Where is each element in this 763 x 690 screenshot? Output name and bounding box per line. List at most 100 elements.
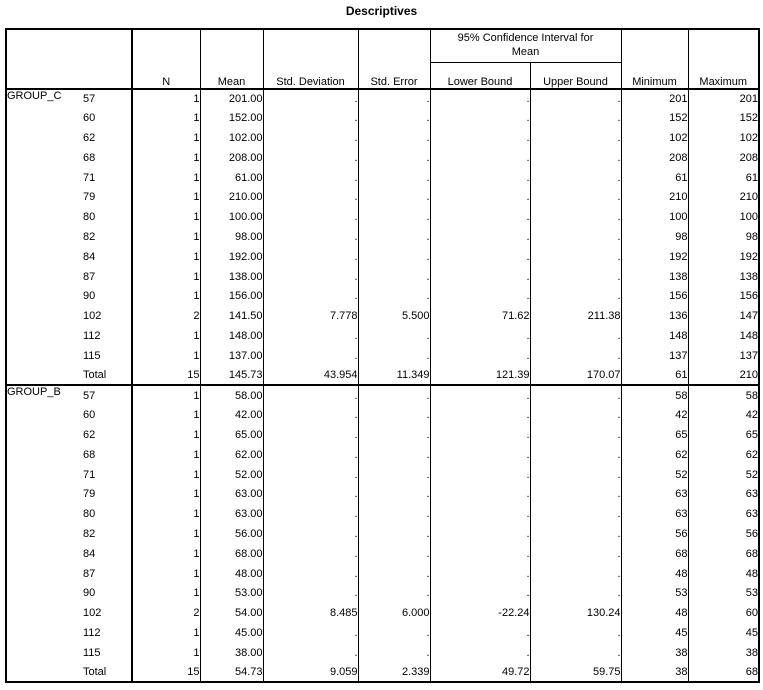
- cell-minimum: 152: [620, 108, 688, 129]
- cell-lower-bound: .: [429, 286, 530, 307]
- cell-upper-bound: .: [529, 266, 621, 287]
- cell-std-error: .: [357, 167, 430, 188]
- cell-lower-bound: .: [429, 504, 530, 525]
- cell-upper-bound: .: [529, 484, 621, 505]
- cell-minimum: 208: [620, 147, 688, 168]
- table-row: 60 1 152.00.... 152 152: [6, 108, 759, 129]
- cell-lower-bound: .: [429, 484, 530, 505]
- cell-std-error: .: [357, 464, 430, 485]
- cell-std-deviation: 7.778: [262, 306, 358, 327]
- cell-maximum: 58: [687, 384, 759, 406]
- cell-minimum: 210: [620, 187, 688, 208]
- table-row: 71 1 52.00.... 52 52: [6, 464, 759, 485]
- column-header-lower-bound: Lower Bound: [429, 62, 530, 90]
- row-sub-label: 57: [83, 384, 133, 406]
- cell-std-error: 2.339: [357, 662, 430, 683]
- table-row: GROUP_B 57 1 58.00.... 58 58: [6, 384, 759, 683]
- cell-maximum: 63: [687, 504, 759, 525]
- row-sub-label: 115: [83, 345, 133, 366]
- table-row: 90 1 53.00.... 53 53: [6, 583, 759, 604]
- cell-std-error: 11.349: [357, 365, 430, 386]
- row-sub-label: 90: [83, 286, 133, 307]
- cell-upper-bound: .: [529, 128, 621, 148]
- cell-upper-bound: .: [529, 524, 621, 544]
- cell-minimum: 138: [620, 266, 688, 287]
- row-sub-label: 112: [83, 326, 133, 346]
- cell-n: 15: [131, 365, 200, 386]
- confidence-interval-label: 95% Confidence Interval for Mean: [457, 32, 594, 58]
- cell-mean: 56.00: [199, 524, 263, 544]
- cell-upper-bound: .: [529, 147, 621, 168]
- cell-std-deviation: .: [262, 207, 358, 228]
- cell-mean: 63.00: [199, 484, 263, 505]
- header-row-2: Lower Bound Upper Bound: [6, 62, 759, 90]
- cell-upper-bound: .: [529, 207, 621, 228]
- cell-minimum: 201: [620, 88, 688, 109]
- cell-maximum: 38: [687, 642, 759, 663]
- cell-n: 1: [131, 246, 200, 267]
- cell-std-error: .: [357, 286, 430, 307]
- cell-mean: 38.00: [199, 642, 263, 663]
- cell-std-deviation: .: [262, 246, 358, 267]
- cell-lower-bound: .: [429, 405, 530, 426]
- cell-std-error: .: [357, 425, 430, 445]
- cell-std-deviation: .: [262, 384, 358, 406]
- cell-std-deviation: .: [262, 167, 358, 188]
- cell-maximum: 201: [687, 88, 759, 109]
- table-row: 112 1 148.00.... 148 148: [6, 326, 759, 346]
- row-sub-label: 115: [83, 642, 133, 663]
- cell-std-error: .: [357, 543, 430, 564]
- cell-lower-bound: .: [429, 167, 530, 188]
- cell-upper-bound: .: [529, 642, 621, 663]
- cell-maximum: 61: [687, 167, 759, 188]
- cell-mean: 61.00: [199, 167, 263, 188]
- cell-n: 1: [131, 187, 200, 208]
- cell-minimum: 63: [620, 504, 688, 525]
- cell-minimum: 62: [620, 444, 688, 465]
- table-row: Total 15 145.73 43.954 11.349 121.39 170.07 61 2…: [6, 365, 759, 386]
- cell-std-error: .: [357, 642, 430, 663]
- column-header-minimum: Minimum: [620, 29, 688, 90]
- cell-upper-bound: .: [529, 504, 621, 525]
- cell-upper-bound: 170.07: [529, 365, 621, 386]
- cell-minimum: 68: [620, 543, 688, 564]
- cell-lower-bound: .: [429, 207, 530, 228]
- cell-maximum: 65: [687, 425, 759, 445]
- cell-minimum: 148: [620, 326, 688, 346]
- cell-maximum: 63: [687, 484, 759, 505]
- cell-std-error: .: [357, 108, 430, 129]
- cell-std-error: .: [357, 524, 430, 544]
- cell-maximum: 102: [687, 128, 759, 148]
- cell-maximum: 148: [687, 326, 759, 346]
- cell-maximum: 56: [687, 524, 759, 544]
- cell-upper-bound: .: [529, 326, 621, 346]
- cell-upper-bound: .: [529, 563, 621, 584]
- cell-mean: 201.00: [199, 88, 263, 109]
- cell-upper-bound: .: [529, 464, 621, 485]
- table-row: 79 1 210.00.... 210 210: [6, 187, 759, 208]
- cell-minimum: 45: [620, 623, 688, 643]
- cell-maximum: 53: [687, 583, 759, 604]
- column-header-upper-bound: Upper Bound: [529, 62, 621, 90]
- row-sub-label: 68: [83, 444, 133, 465]
- cell-n: 1: [131, 88, 200, 109]
- cell-maximum: 62: [687, 444, 759, 465]
- cell-lower-bound: .: [429, 543, 530, 564]
- table-body: GROUP_C 57 1 201.00.... 201 201 60 1 152.00.... 1…: [6, 88, 759, 683]
- table-row: 84 1 68.00.... 68 68: [6, 543, 759, 564]
- cell-lower-bound: .: [429, 345, 530, 366]
- cell-minimum: 48: [620, 603, 688, 624]
- cell-minimum: 42: [620, 405, 688, 426]
- row-sub-label: 102: [83, 603, 133, 624]
- cell-upper-bound: .: [529, 583, 621, 604]
- cell-std-error: .: [357, 326, 430, 346]
- cell-std-error: .: [357, 623, 430, 643]
- cell-n: 1: [131, 543, 200, 564]
- descriptives-table: N Mean Std. Deviation Std. Error 95% Con…: [5, 28, 760, 684]
- cell-mean: 42.00: [199, 405, 263, 426]
- cell-std-error: .: [357, 128, 430, 148]
- cell-n: 1: [131, 642, 200, 663]
- cell-minimum: 102: [620, 128, 688, 148]
- table-row: 84 1 192.00.... 192 192: [6, 246, 759, 267]
- cell-minimum: 53: [620, 583, 688, 604]
